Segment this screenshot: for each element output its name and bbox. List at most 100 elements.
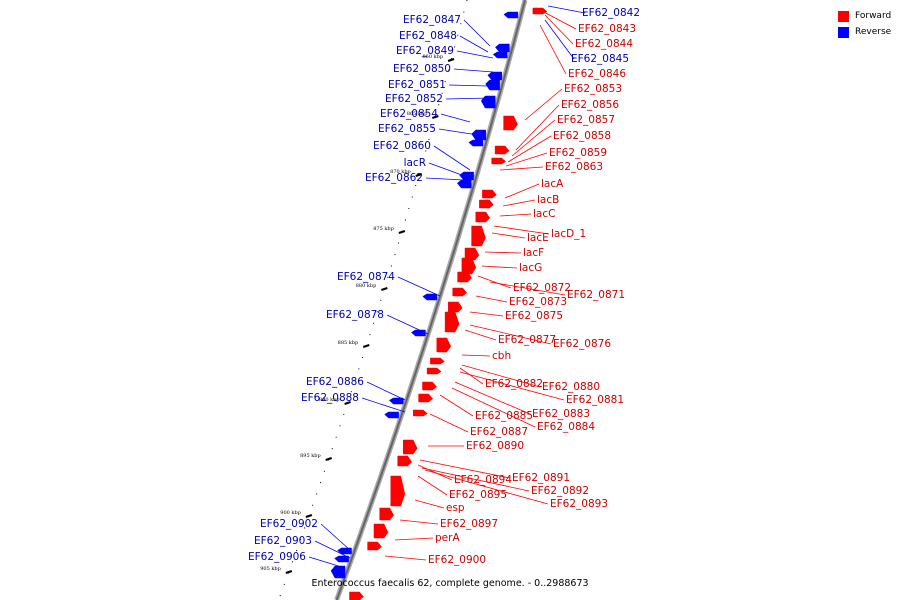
forward-gene <box>461 257 477 275</box>
forward-gene-label: EF62_0900 <box>428 554 486 566</box>
reverse-gene <box>422 293 438 301</box>
forward-leader <box>505 152 548 167</box>
forward-leader <box>493 225 550 235</box>
legend: Forward Reverse <box>838 8 891 40</box>
forward-gene-label: cbh <box>492 350 511 362</box>
reverse-leader <box>361 397 406 413</box>
forward-leader <box>459 371 565 401</box>
backbone-group <box>334 0 528 600</box>
forward-leader <box>429 413 469 433</box>
reverse-gene-label: EF62_0874 <box>337 271 395 283</box>
forward-leader <box>417 475 448 496</box>
tick-mark <box>344 401 351 405</box>
forward-leader <box>419 459 511 479</box>
forward-gene <box>457 271 472 283</box>
forward-leader <box>451 387 536 428</box>
forward-leader <box>477 275 512 289</box>
forward-gene-label: EF62_0843 <box>578 23 636 35</box>
forward-leader <box>469 311 504 317</box>
tick-mark <box>381 287 388 291</box>
reverse-leader <box>308 556 346 569</box>
forward-gene <box>413 409 428 417</box>
genome-caption: Enterococcus faecalis 62, complete genom… <box>311 578 589 589</box>
reverse-gene-label: EF62_0847 <box>403 14 461 26</box>
tick-mark <box>325 457 333 461</box>
forward-leader <box>489 281 566 296</box>
forward-leader <box>511 119 556 157</box>
reverse-gene-label: EF62_0850 <box>393 63 451 75</box>
reverse-leader <box>314 540 351 559</box>
forward-gene <box>491 157 507 165</box>
forward-gene-label: EF62_0859 <box>549 147 607 159</box>
forward-gene-label: EF62_0880 <box>542 381 600 393</box>
reverse-gene-label: EF62_0902 <box>260 518 318 530</box>
forward-gene-label: EF62_0892 <box>531 485 589 497</box>
forward-gene-label: perA <box>435 532 460 544</box>
forward-gene-label: EF62_0894 <box>454 474 512 486</box>
reverse-gene <box>337 547 352 555</box>
forward-leader <box>461 364 541 388</box>
forward-gene <box>452 287 468 297</box>
forward-gene-label: EF62_0857 <box>557 114 615 126</box>
legend-label-reverse: Reverse <box>855 27 892 37</box>
tick-label: 885 kbp <box>338 340 359 346</box>
forward-gene <box>402 439 418 455</box>
forward-gene-label: EF62_0853 <box>564 83 622 95</box>
forward-leader <box>461 354 491 357</box>
tick-mark <box>398 230 406 234</box>
forward-gene-label: EF62_0881 <box>566 394 624 406</box>
reverse-gene <box>503 11 519 19</box>
tick-label: 905 kbp <box>260 566 281 572</box>
forward-gene-label: EF62_0891 <box>512 472 570 484</box>
tick-label: 875 kbp <box>373 226 394 232</box>
forward-leader <box>544 14 574 45</box>
reverse-leader <box>425 177 465 181</box>
forward-gene-label: lacC <box>533 208 555 220</box>
forward-leader <box>454 381 531 415</box>
tick-label: 860 kbp <box>422 54 443 60</box>
forward-gene-label: lacD_1 <box>551 228 586 240</box>
forward-gene-label: EF62_0883 <box>532 408 590 420</box>
reverse-swatch <box>838 26 849 38</box>
forward-leader <box>464 329 497 341</box>
forward-gene-label: EF62_0846 <box>568 68 626 80</box>
forward-gene <box>390 475 406 507</box>
forward-leader <box>499 166 544 171</box>
forward-gene <box>471 225 486 247</box>
forward-leader <box>504 183 540 199</box>
forward-leader <box>394 537 434 541</box>
reverse-leader <box>320 523 351 551</box>
forward-leader <box>524 88 563 121</box>
reverse-gene-label: EF62_0852 <box>385 93 443 105</box>
reverse-leader <box>459 35 489 53</box>
forward-leader <box>459 367 484 385</box>
reverse-gene <box>388 397 404 405</box>
forward-gene-label: lacB <box>537 194 559 206</box>
tick-label: 880 kbp <box>356 283 377 289</box>
reverse-gene <box>330 565 346 579</box>
forward-gene-label: EF62_0872 <box>513 282 571 294</box>
forward-gene-label: lacG <box>519 262 542 274</box>
forward-gene-label: EF62_0875 <box>505 310 563 322</box>
forward-gene-label: EF62_0871 <box>567 289 625 301</box>
forward-gene <box>436 337 452 353</box>
forward-leader <box>491 232 526 239</box>
forward-gene-label: EF62_0887 <box>470 426 528 438</box>
tick-label: 870 kbp <box>390 169 411 175</box>
forward-leader <box>399 519 439 525</box>
forward-gene <box>448 301 463 313</box>
forward-gene <box>479 199 494 209</box>
forward-gene <box>418 393 433 403</box>
legend-item-forward: Forward <box>838 8 891 24</box>
reverse-gene <box>492 51 508 59</box>
reverse-gene-label: EF62_0888 <box>301 392 359 404</box>
forward-gene <box>422 381 437 391</box>
forward-gene-label: EF62_0895 <box>449 489 507 501</box>
forward-gene-label: lacE <box>527 232 549 244</box>
reverse-leader <box>438 128 479 136</box>
forward-gene <box>475 211 491 223</box>
forward-gene-label: EF62_0877 <box>498 334 556 346</box>
forward-gene <box>532 7 548 15</box>
forward-gene-label: EF62_0858 <box>553 130 611 142</box>
tick-group: 860 kbp 865 kbp 870 kbp 875 kbp 880 kbp 885 k… <box>260 0 468 600</box>
